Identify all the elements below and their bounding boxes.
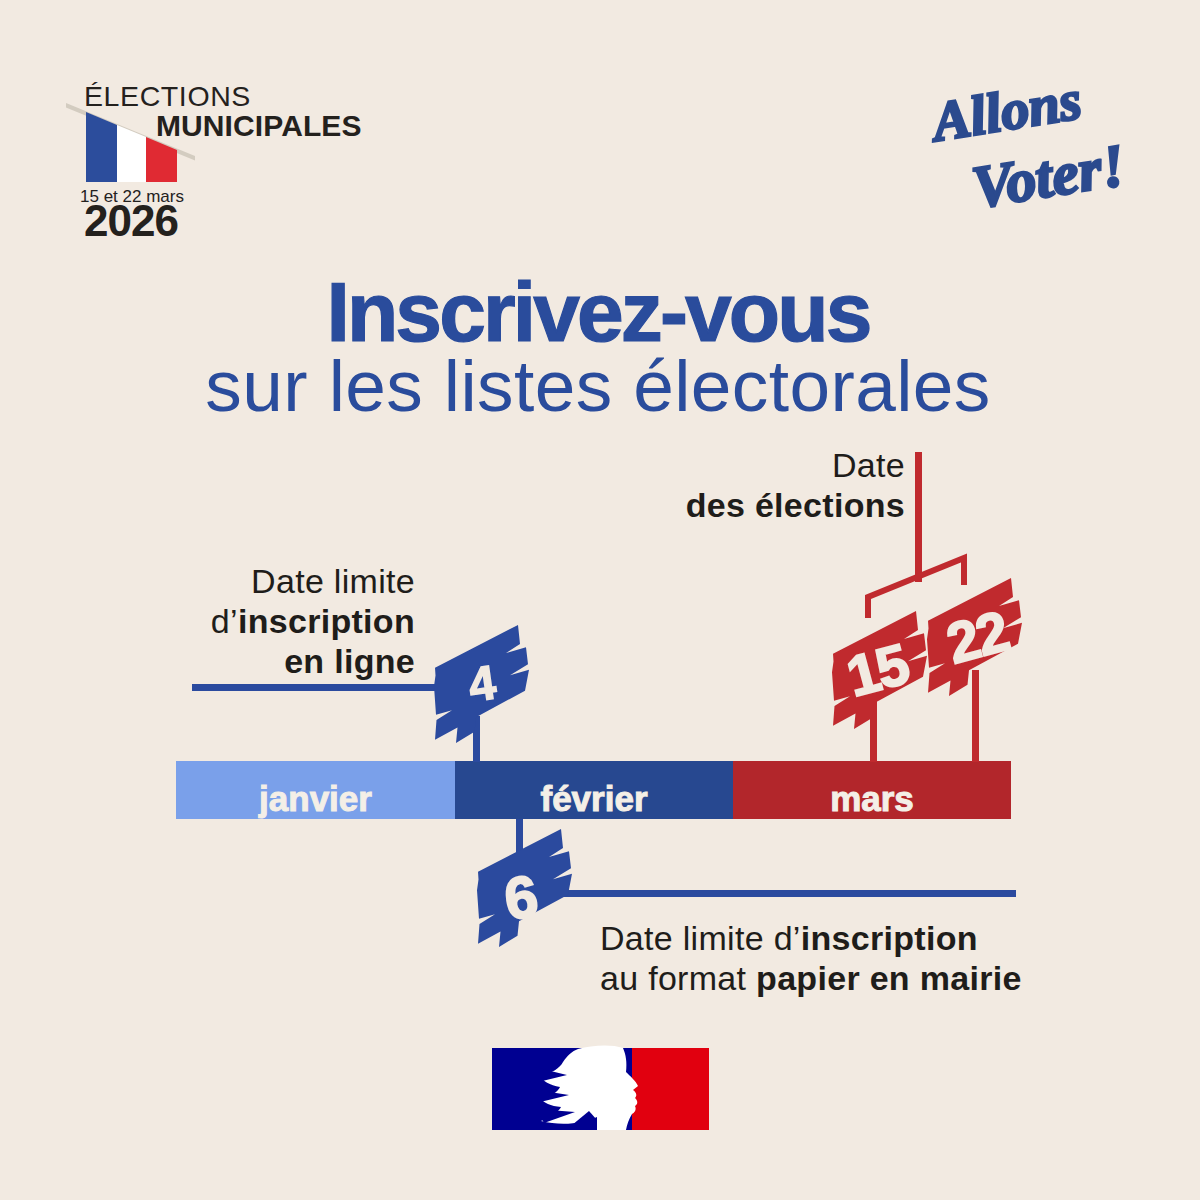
svg-text:Voter!: Voter! [968, 132, 1130, 221]
